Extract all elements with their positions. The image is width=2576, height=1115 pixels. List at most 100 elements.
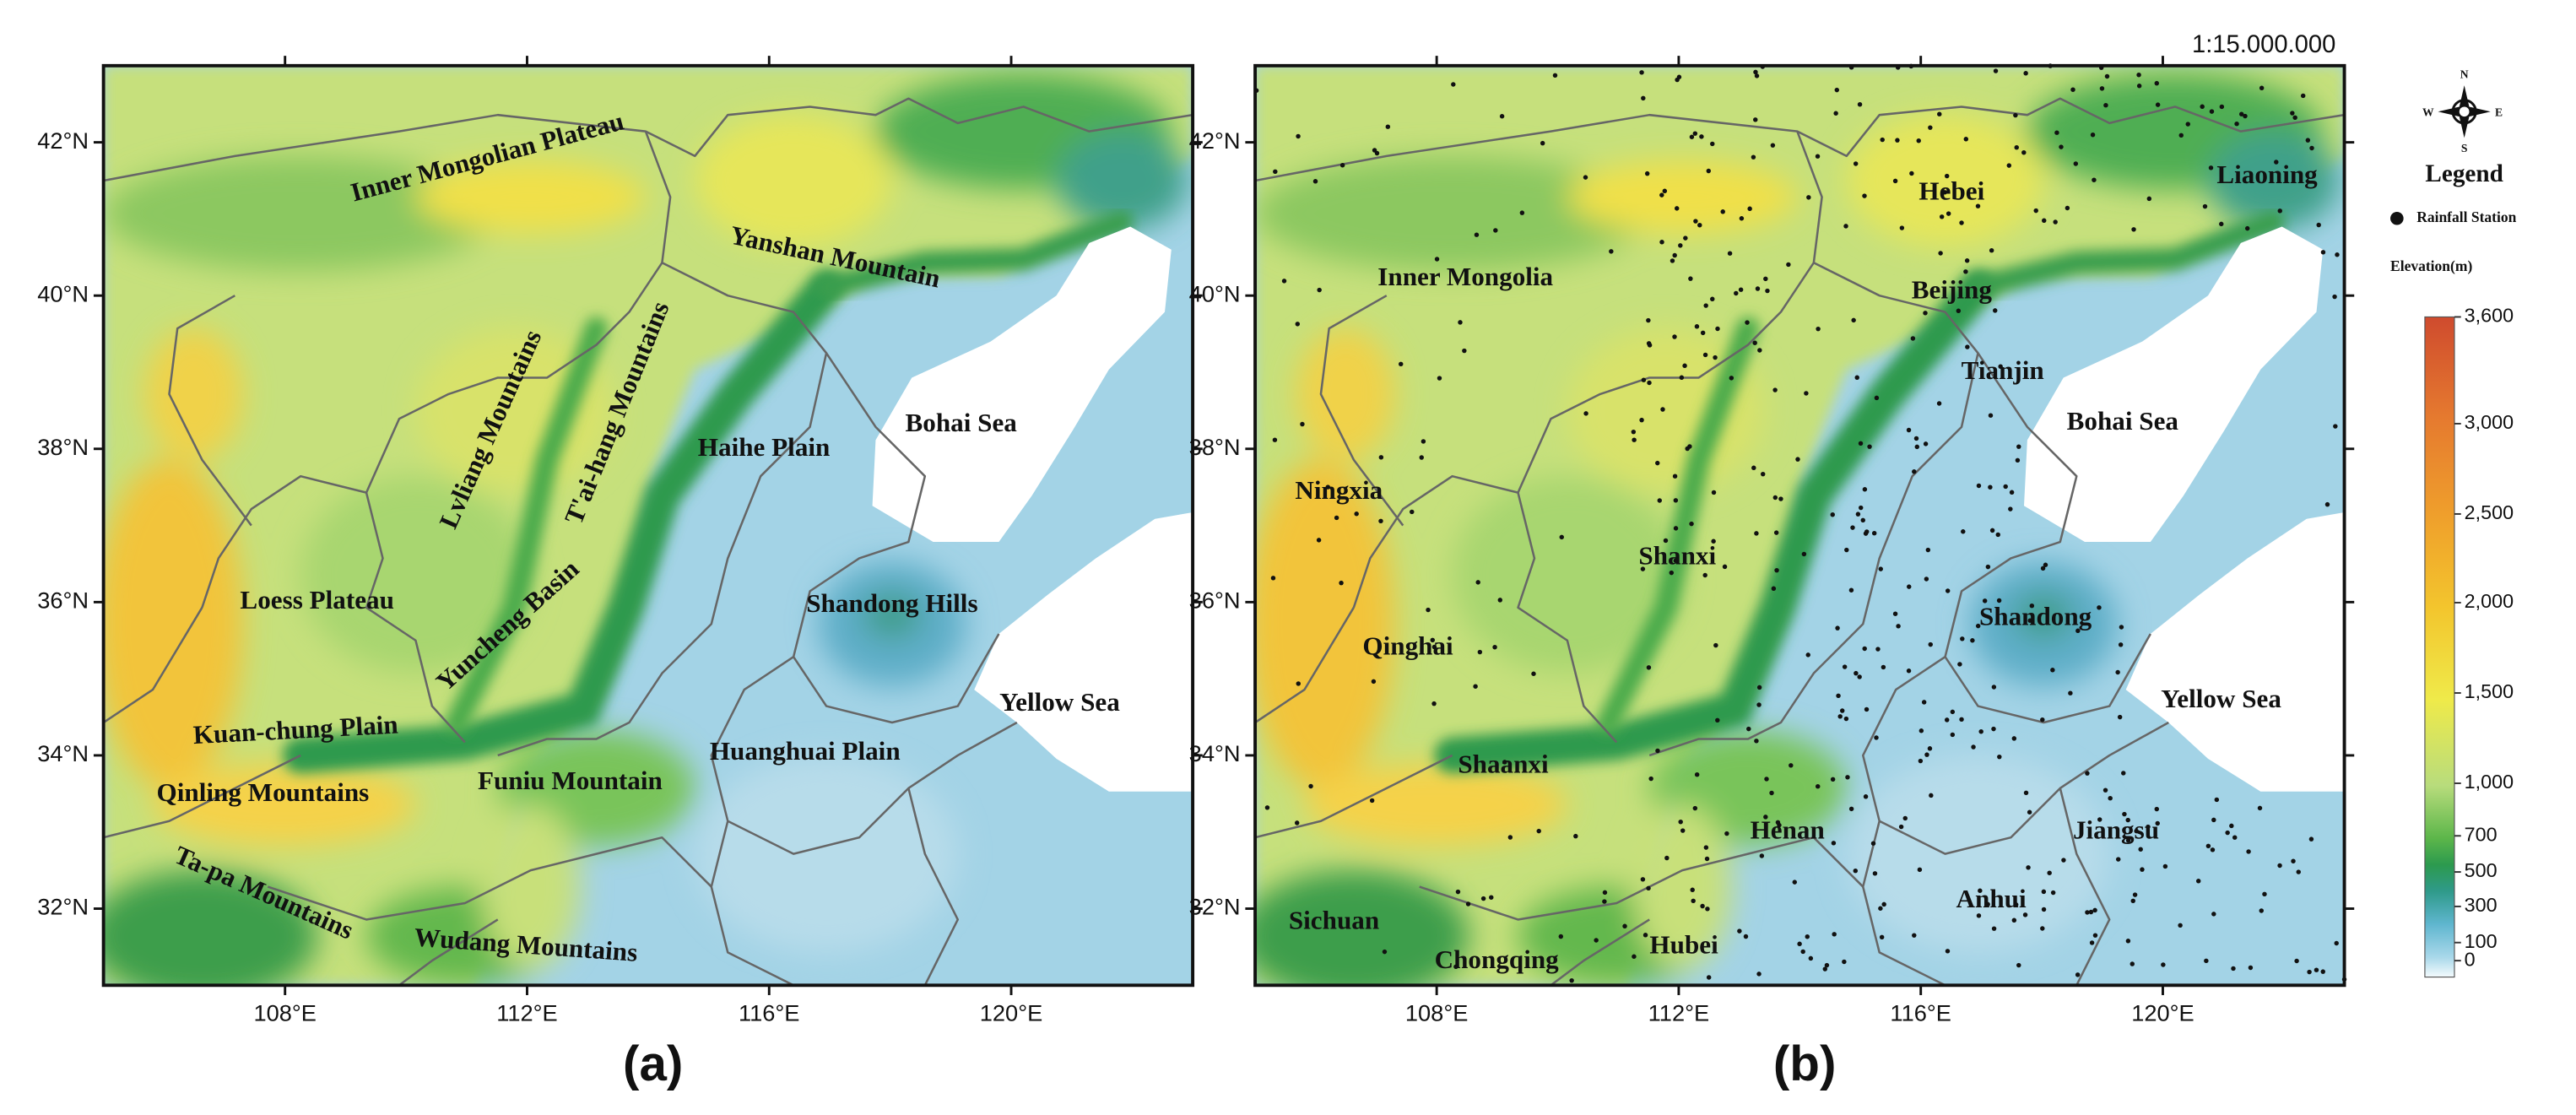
rainfall-station	[2211, 817, 2216, 823]
rainfall-station	[1989, 528, 1995, 533]
rainfall-station	[1975, 623, 1981, 629]
rainfall-station	[2246, 849, 2251, 854]
rainfall-station	[1706, 975, 1712, 980]
rainfall-station	[1874, 735, 1879, 740]
rainfall-station	[1640, 877, 1646, 882]
rainfall-station	[1641, 377, 1647, 382]
colorbar-label: 3,000	[2465, 411, 2514, 433]
rainfall-station	[1583, 411, 1588, 416]
rainfall-station	[2040, 926, 2045, 931]
rainfall-station	[1991, 926, 1997, 931]
rainfall-station	[2308, 836, 2314, 842]
rainfall-station	[1706, 168, 1712, 174]
rainfall-station	[1970, 638, 1975, 643]
colorbar-label: 1,500	[2465, 680, 2514, 702]
place-label: Ningxia	[1295, 475, 1383, 505]
rainfall-station	[1703, 303, 1708, 308]
rainfall-station	[1385, 124, 1391, 129]
rainfall-station	[2262, 891, 2267, 897]
rainfall-station	[2211, 912, 2216, 917]
rainfall-station	[2042, 218, 2047, 224]
rainfall-station	[1729, 376, 1734, 381]
rainfall-station	[1700, 330, 1706, 336]
rainfall-station	[1672, 252, 1677, 258]
rainfall-station	[2324, 501, 2330, 507]
rainfall-station	[2125, 939, 2131, 944]
rainfall-station	[2068, 690, 2073, 696]
rainfall-station	[1806, 195, 1811, 200]
rainfall-station	[2089, 940, 2095, 945]
y-tick-label: 34°N	[1189, 740, 1241, 766]
rainfall-station	[1944, 717, 1950, 723]
rainfall-station	[2161, 962, 2166, 967]
rainfall-station	[1896, 624, 1901, 629]
rainfall-station	[1622, 923, 1627, 928]
rainfall-station	[1421, 439, 1426, 444]
rainfall-station	[1673, 558, 1679, 563]
rainfall-station	[1693, 219, 1698, 224]
rainfall-station	[1688, 276, 1693, 281]
rainfall-station	[1689, 134, 1695, 139]
place-label: Shanxi	[1638, 541, 1716, 571]
rainfall-station	[2274, 160, 2279, 165]
rainfall-station	[1842, 664, 1848, 669]
panel-frame	[1253, 63, 2346, 988]
rainfall-station	[1899, 225, 1905, 230]
rainfall-station	[1945, 949, 1951, 954]
rainfall-station	[1536, 828, 1541, 834]
rainfall-station	[1325, 484, 1331, 490]
place-label: Qinghai	[1362, 631, 1453, 661]
rainfall-station	[1870, 841, 1876, 846]
rainfall-station	[1988, 413, 1994, 418]
rainfall-station	[1699, 134, 1704, 139]
rainfall-station	[2257, 805, 2263, 811]
rainfall-station	[1772, 495, 1778, 501]
colorbar-label: 2,000	[2465, 590, 2514, 612]
rainfall-station	[1854, 375, 1859, 380]
rainfall-station	[2146, 824, 2151, 830]
rainfall-station	[1640, 566, 1646, 571]
rainfall-station	[2023, 71, 2028, 76]
colorbar-label: 500	[2465, 859, 2498, 881]
y-tick-label: 36°N	[1189, 587, 1241, 614]
rainfall-station	[1659, 240, 1664, 245]
rainfall-station	[1647, 343, 1653, 348]
rainfall-station	[1760, 471, 1766, 477]
y-tick-label: 32°N	[37, 894, 89, 920]
rainfall-station	[2011, 917, 2017, 923]
rainfall-station	[1678, 243, 1683, 248]
rainfall-station	[2085, 771, 2090, 776]
rainfall-station	[1789, 763, 1794, 768]
rainfall-station	[1848, 587, 1854, 593]
place-label: Loess Plateau	[240, 585, 393, 614]
rainfall-station	[2138, 847, 2143, 852]
rainfall-station	[2102, 788, 2108, 793]
rainfall-station	[2125, 817, 2130, 823]
rainfall-station	[1937, 111, 1942, 116]
place-label: Tianjin	[1962, 355, 2044, 385]
rainfall-station	[1683, 235, 1688, 241]
rainfall-station	[2023, 790, 2029, 796]
terrain-panel-a	[87, 66, 1193, 1002]
rainfall-station	[2154, 80, 2159, 86]
rainfall-station	[2292, 115, 2297, 121]
rainfall-station	[2210, 847, 2216, 852]
rainfall-station	[1475, 580, 1480, 585]
colorbar-label: 300	[2465, 894, 2498, 916]
rainfall-station	[1715, 326, 1720, 332]
rainfall-station	[1639, 417, 1644, 423]
rainfall-station	[1831, 841, 1837, 846]
rainfall-station	[1296, 681, 1301, 686]
rainfall-station	[1690, 887, 1695, 892]
rainfall-station	[1489, 895, 1494, 900]
rainfall-station	[1978, 888, 1983, 893]
rainfall-station	[2307, 969, 2312, 975]
rainfall-station	[2244, 225, 2250, 231]
x-tick-label: 112°E	[496, 1000, 558, 1026]
rainfall-station	[2320, 250, 2326, 255]
x-tick-label: 116°E	[1890, 1000, 1951, 1026]
rainfall-station	[1646, 317, 1651, 323]
rainfall-station	[1961, 529, 1966, 534]
rainfall-station	[2117, 714, 2123, 720]
rainfall-station	[1430, 637, 1436, 643]
